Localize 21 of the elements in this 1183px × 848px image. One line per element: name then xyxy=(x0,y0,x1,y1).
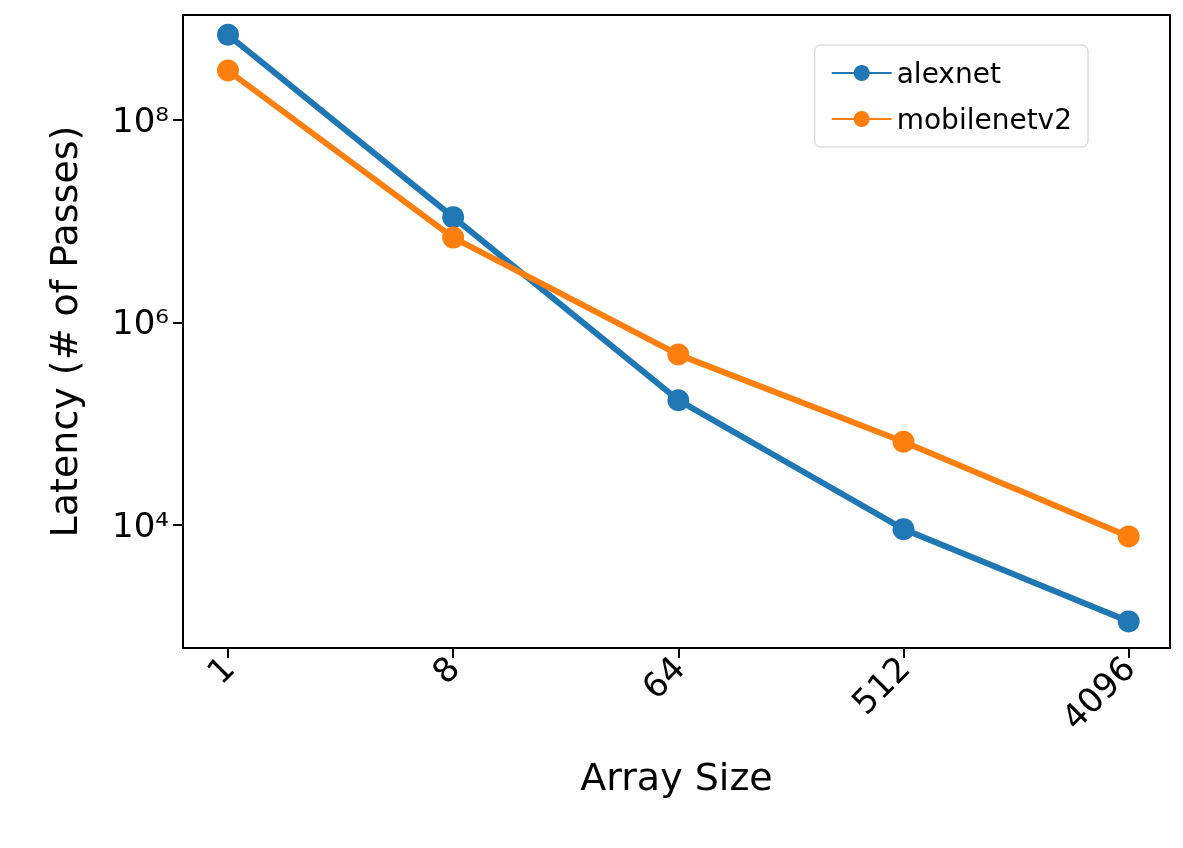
legend-label: mobilenetv2 xyxy=(896,102,1073,136)
legend-label: alexnet xyxy=(896,56,1001,90)
point xyxy=(217,59,239,82)
x-tick-label: 64 xyxy=(633,647,693,707)
y-axis-title: Latency (# of Passes) xyxy=(42,125,86,538)
x-tick-label: 1 xyxy=(198,647,243,692)
point xyxy=(442,206,465,229)
point xyxy=(667,389,690,412)
point xyxy=(667,343,690,366)
point xyxy=(892,430,915,453)
point xyxy=(1117,525,1140,548)
y-tick-label: 10⁴ xyxy=(112,504,169,545)
x-axis-title: Array Size xyxy=(580,755,773,799)
point xyxy=(892,518,915,541)
point xyxy=(1117,610,1140,633)
y-tick-label: 10⁶ xyxy=(112,302,169,343)
x-tick-label: 8 xyxy=(423,647,468,692)
point xyxy=(442,226,465,249)
y-tick-label: 10⁸ xyxy=(112,100,169,141)
x-tick-label: 512 xyxy=(843,647,918,723)
point xyxy=(217,23,239,46)
